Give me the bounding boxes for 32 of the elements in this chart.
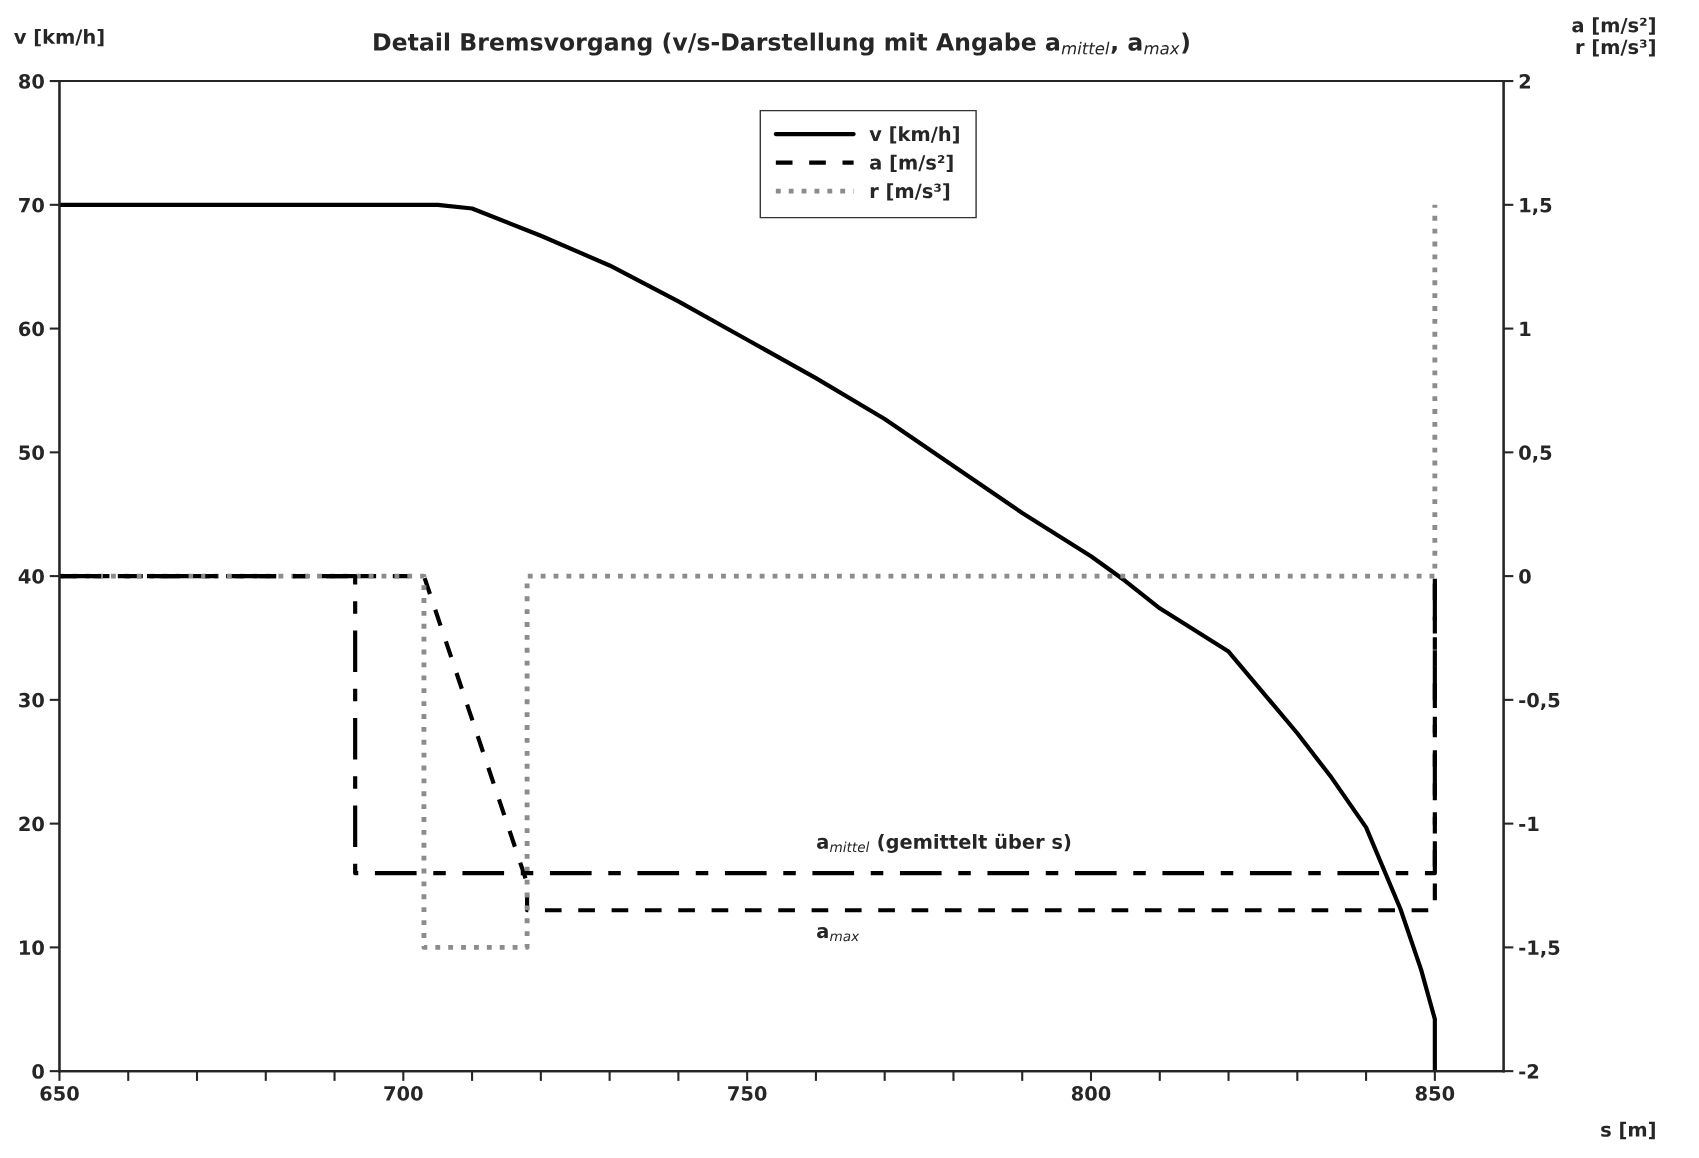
y-tick-label: 0: [32, 1064, 44, 1079]
legend-label: a [m/s²]: [870, 154, 953, 173]
y-tick-label: 50: [19, 445, 44, 461]
legend-label: v [km/h]: [869, 126, 959, 144]
x-axis-title: s [m]: [1601, 1121, 1655, 1140]
y-axis-title: v [km/h]: [14, 28, 104, 47]
x-tick-label: 850: [1415, 1086, 1455, 1101]
y2-tick-label: 2: [1519, 74, 1531, 89]
legend-label: r [m/s³]: [870, 183, 950, 201]
y-tick-label: 30: [19, 692, 44, 708]
y2-tick-label: -0,5: [1519, 692, 1560, 711]
annotation: a$_{mittel}$ (gemittelt über s): [817, 833, 1071, 853]
y2-tick-label: 0: [1519, 569, 1531, 584]
y-tick-label: 20: [19, 816, 44, 832]
y2-tick-label: -2: [1519, 1064, 1539, 1079]
y-tick-label: 40: [18, 569, 44, 584]
chart-title: Detail Bremsvorgang (v/s-Darstellung mit Angabe a$_{mittel}$, a$_{max}$): [374, 32, 1189, 56]
y-tick-label: 60: [19, 321, 44, 337]
x-tick-label: 750: [728, 1086, 767, 1101]
y2-tick-label: -1: [1519, 816, 1539, 832]
y-tick-label: 10: [20, 940, 44, 956]
annotation: a$_{max}$: [817, 927, 860, 942]
y-tick-label: 80: [19, 74, 44, 89]
x-tick-label: 700: [384, 1086, 423, 1101]
y2-tick-label: 1,5: [1520, 198, 1552, 215]
y2-tick-label: 0,5: [1519, 445, 1552, 463]
x-tick-label: 650: [40, 1086, 79, 1101]
y-tick-label: 70: [19, 197, 44, 213]
x-tick-label: 800: [1071, 1086, 1111, 1101]
y2-axis-title: a [m/s²] r [m/s³]: [1572, 17, 1655, 57]
y2-tick-label: 1: [1520, 321, 1531, 336]
y2-tick-label: -1,5: [1519, 940, 1560, 958]
